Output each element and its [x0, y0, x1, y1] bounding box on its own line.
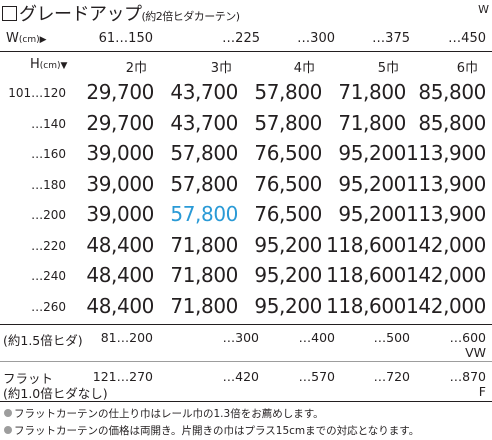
- price-cell: 95,200: [338, 202, 406, 226]
- title-main: グレードアップ: [19, 4, 142, 25]
- row-height-label: …160: [31, 147, 66, 161]
- price-cell: 142,000: [406, 263, 486, 287]
- note-1-text: フラットカーテンの仕上り巾はレール巾の1.3倍をお薦めします。: [14, 408, 324, 420]
- price-cell: 39,000: [86, 202, 154, 226]
- panel-count-2: 3巾: [210, 61, 232, 76]
- bullet-icon: [4, 409, 12, 417]
- price-cell: 29,700: [86, 80, 154, 104]
- price-cell: 29,700: [86, 110, 154, 135]
- panel-count-1: 2巾: [125, 61, 147, 76]
- row-height-label: …220: [31, 238, 66, 253]
- price-cell: 48,400: [86, 293, 154, 318]
- row-height-label: …140: [31, 116, 66, 131]
- note-2: フラットカーテンの価格は両開き。片開きの巾はプラス15cmまでの対応となります。: [4, 423, 419, 438]
- price-cell: 113,900: [406, 141, 486, 165]
- note-2-text: フラットカーテンの価格は両開き。片開きの巾はプラス15cmまでの対応となります。: [14, 425, 420, 437]
- price-cell: 95,200: [254, 232, 322, 257]
- note-1: フラットカーテンの仕上り巾はレール巾の1.3倍をお薦めします。: [4, 406, 324, 421]
- price-cell: 48,400: [86, 232, 154, 257]
- flat-label-line1: フラット: [3, 371, 54, 386]
- separator: [0, 324, 492, 325]
- width-unit: (cm): [18, 35, 40, 45]
- height-header-label: H(cm)▼: [30, 57, 67, 72]
- price-cell: 43,700: [170, 80, 238, 104]
- width-range-3: …300: [297, 31, 335, 46]
- fold15-range-5: …600: [449, 330, 486, 345]
- price-cell: 113,900: [406, 171, 486, 196]
- width-range-2: …225: [222, 31, 260, 46]
- price-cell: 76,500: [254, 171, 322, 196]
- width-header-label: W(cm)▶: [6, 31, 47, 46]
- flat-range-2: …420: [222, 369, 259, 384]
- arrow-down-icon: ▼: [60, 61, 68, 71]
- row-height-label: …200: [31, 208, 66, 222]
- flat-range-5: …870: [449, 369, 486, 384]
- price-cell: 118,600: [326, 232, 406, 257]
- price-cell: 71,800: [170, 232, 238, 257]
- price-cell: 142,000: [406, 232, 486, 257]
- flat-unit-mark: F: [478, 384, 486, 399]
- width-label: W: [6, 31, 19, 46]
- fold15-label: (約1.5倍ヒダ): [3, 333, 83, 348]
- fold15-unit-mark: VW: [465, 345, 486, 360]
- row-height-label: 101…120: [8, 86, 66, 100]
- bullet-icon: [4, 426, 12, 434]
- width-range-4: …375: [372, 31, 410, 46]
- panel-count-4: 5巾: [377, 61, 399, 76]
- flat-range-3: …570: [298, 369, 335, 384]
- price-cell: 48,400: [86, 263, 154, 287]
- price-cell: 57,800: [170, 171, 238, 196]
- flat-range-1: 121…270: [92, 369, 153, 384]
- height-label: H: [30, 57, 40, 72]
- width-range-5: …450: [448, 31, 486, 46]
- width-marker: W: [478, 3, 489, 16]
- title-sub: (約2倍ヒダカーテン): [141, 10, 241, 23]
- price-cell: 71,800: [170, 293, 238, 318]
- checkbox-square-icon: [2, 6, 17, 21]
- arrow-right-icon: ▶: [39, 35, 47, 45]
- fold15-range-2: …300: [222, 330, 259, 345]
- price-cell: 71,800: [338, 110, 406, 135]
- fold15-range-1: 81…200: [100, 330, 153, 345]
- price-cell: 71,800: [338, 80, 406, 104]
- price-cell: 142,000: [406, 293, 486, 318]
- price-cell: 95,200: [254, 263, 322, 287]
- price-cell: 85,800: [418, 110, 486, 135]
- width-range-1: 61…150: [98, 31, 153, 46]
- price-cell: 76,500: [254, 141, 322, 165]
- panel-count-3: 4巾: [293, 61, 315, 76]
- price-cell: 39,000: [86, 141, 154, 165]
- price-cell: 76,500: [254, 202, 322, 226]
- price-cell: 85,800: [418, 80, 486, 104]
- price-cell: 57,800: [254, 80, 322, 104]
- height-unit: (cm): [39, 61, 61, 71]
- row-height-label: …240: [31, 269, 66, 283]
- panel-count-5: 6巾: [456, 61, 478, 76]
- separator: [0, 51, 492, 52]
- flat-range-4: …720: [373, 369, 410, 384]
- price-cell: 43,700: [170, 110, 238, 135]
- price-cell: 95,200: [338, 141, 406, 165]
- price-cell: 95,200: [254, 293, 322, 318]
- price-cell: 95,200: [338, 171, 406, 196]
- price-cell: 118,600: [326, 263, 406, 287]
- separator: [0, 401, 492, 402]
- price-cell: 57,800: [254, 110, 322, 135]
- page-title: グレードアップ(約2倍ヒダカーテン): [2, 0, 240, 26]
- separator: [0, 361, 492, 362]
- fold15-range-4: …500: [373, 330, 410, 345]
- price-cell: 39,000: [86, 171, 154, 196]
- row-height-label: …180: [31, 177, 66, 192]
- price-cell: 57,800: [170, 141, 238, 165]
- price-cell: 113,900: [406, 202, 486, 226]
- row-height-label: …260: [31, 299, 66, 314]
- price-cell: 118,600: [326, 293, 406, 318]
- price-cell: 71,800: [170, 263, 238, 287]
- fold15-range-3: …400: [298, 330, 335, 345]
- flat-label-line2: (約1.0倍ヒダなし): [3, 386, 108, 401]
- price-cell: 57,800: [170, 202, 238, 226]
